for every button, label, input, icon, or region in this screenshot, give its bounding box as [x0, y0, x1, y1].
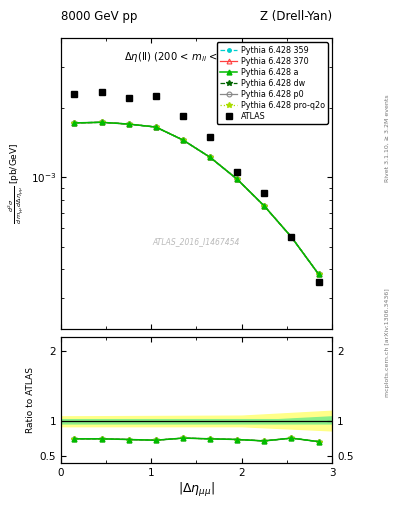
Pythia 6.428 370	[289, 234, 294, 240]
Line: Pythia 6.428 359: Pythia 6.428 359	[73, 121, 320, 276]
ATLAS	[126, 95, 131, 101]
ATLAS	[153, 93, 158, 99]
Line: Pythia 6.428 a: Pythia 6.428 a	[72, 120, 321, 276]
Line: Pythia 6.428 p0: Pythia 6.428 p0	[72, 120, 321, 276]
Pythia 6.428 a	[99, 119, 104, 125]
Text: 8000 GeV pp: 8000 GeV pp	[61, 10, 137, 23]
ATLAS	[289, 234, 294, 240]
ATLAS	[262, 190, 266, 197]
Pythia 6.428 dw	[208, 154, 212, 160]
Line: ATLAS: ATLAS	[72, 89, 321, 285]
ATLAS	[208, 134, 212, 140]
ATLAS	[235, 169, 239, 176]
Pythia 6.428 a	[153, 124, 158, 130]
Text: mcplots.cern.ch [arXiv:1306.3436]: mcplots.cern.ch [arXiv:1306.3436]	[385, 289, 389, 397]
Pythia 6.428 359	[262, 203, 266, 209]
Pythia 6.428 p0	[126, 121, 131, 127]
Line: Pythia 6.428 370: Pythia 6.428 370	[72, 120, 321, 276]
Pythia 6.428 359	[289, 234, 294, 240]
Pythia 6.428 pro-q2o	[72, 120, 77, 126]
Pythia 6.428 359	[316, 271, 321, 277]
Pythia 6.428 pro-q2o	[181, 137, 185, 143]
Text: Rivet 3.1.10, ≥ 3.2M events: Rivet 3.1.10, ≥ 3.2M events	[385, 94, 389, 182]
Pythia 6.428 p0	[316, 271, 321, 277]
Pythia 6.428 dw	[262, 203, 266, 209]
Pythia 6.428 370	[153, 124, 158, 130]
X-axis label: $|\Delta\eta_{\mu\mu}|$: $|\Delta\eta_{\mu\mu}|$	[178, 481, 215, 499]
Line: Pythia 6.428 dw: Pythia 6.428 dw	[72, 119, 321, 277]
Pythia 6.428 dw	[181, 137, 185, 143]
Pythia 6.428 370	[126, 121, 131, 127]
Pythia 6.428 a	[126, 121, 131, 127]
Pythia 6.428 p0	[72, 120, 77, 126]
Pythia 6.428 dw	[316, 271, 321, 277]
Pythia 6.428 pro-q2o	[235, 176, 239, 182]
Pythia 6.428 dw	[235, 176, 239, 182]
Pythia 6.428 370	[262, 203, 266, 209]
Pythia 6.428 dw	[289, 234, 294, 240]
Pythia 6.428 370	[208, 154, 212, 160]
Pythia 6.428 p0	[208, 154, 212, 160]
Pythia 6.428 p0	[153, 124, 158, 130]
Pythia 6.428 370	[72, 120, 77, 126]
Text: ATLAS_2016_I1467454: ATLAS_2016_I1467454	[153, 237, 240, 246]
Text: $\Delta\eta$(ll) (200 < $m_{ll}$ < 300 GeV): $\Delta\eta$(ll) (200 < $m_{ll}$ < 300 G…	[125, 50, 268, 64]
Text: Z (Drell-Yan): Z (Drell-Yan)	[260, 10, 332, 23]
Pythia 6.428 370	[181, 137, 185, 143]
Pythia 6.428 359	[99, 119, 104, 125]
Pythia 6.428 359	[126, 121, 131, 127]
Pythia 6.428 359	[153, 124, 158, 130]
Pythia 6.428 p0	[235, 176, 239, 182]
Pythia 6.428 dw	[153, 124, 158, 130]
Pythia 6.428 359	[235, 176, 239, 182]
Pythia 6.428 359	[208, 154, 212, 160]
ATLAS	[316, 279, 321, 285]
Pythia 6.428 a	[208, 154, 212, 160]
Pythia 6.428 pro-q2o	[262, 203, 266, 209]
Pythia 6.428 p0	[289, 234, 294, 240]
Pythia 6.428 pro-q2o	[208, 154, 212, 160]
Pythia 6.428 dw	[99, 119, 104, 125]
Pythia 6.428 a	[316, 271, 321, 277]
Pythia 6.428 a	[262, 203, 266, 209]
ATLAS	[99, 89, 104, 95]
Pythia 6.428 370	[99, 119, 104, 125]
Pythia 6.428 p0	[99, 119, 104, 125]
Pythia 6.428 a	[289, 234, 294, 240]
Pythia 6.428 p0	[262, 203, 266, 209]
Pythia 6.428 pro-q2o	[316, 271, 321, 277]
Pythia 6.428 pro-q2o	[153, 124, 158, 130]
Pythia 6.428 a	[72, 120, 77, 126]
Pythia 6.428 pro-q2o	[99, 119, 104, 125]
Pythia 6.428 359	[181, 137, 185, 143]
Pythia 6.428 pro-q2o	[289, 234, 294, 240]
ATLAS	[72, 91, 77, 97]
Pythia 6.428 359	[72, 120, 77, 126]
Line: Pythia 6.428 pro-q2o: Pythia 6.428 pro-q2o	[72, 119, 321, 277]
Y-axis label: Ratio to ATLAS: Ratio to ATLAS	[26, 367, 35, 433]
Y-axis label: $\frac{d^2\sigma}{d\,m_{\mu\mu}\,d\Delta\eta_{\mu\mu}}$ [pb/GeV]: $\frac{d^2\sigma}{d\,m_{\mu\mu}\,d\Delta…	[7, 143, 26, 224]
Pythia 6.428 dw	[72, 120, 77, 126]
Pythia 6.428 a	[235, 176, 239, 182]
ATLAS	[181, 113, 185, 119]
Legend: Pythia 6.428 359, Pythia 6.428 370, Pythia 6.428 a, Pythia 6.428 dw, Pythia 6.42: Pythia 6.428 359, Pythia 6.428 370, Pyth…	[217, 42, 328, 124]
Pythia 6.428 dw	[126, 121, 131, 127]
Pythia 6.428 a	[181, 137, 185, 143]
Pythia 6.428 pro-q2o	[126, 121, 131, 127]
Pythia 6.428 370	[235, 176, 239, 182]
Pythia 6.428 p0	[181, 137, 185, 143]
Pythia 6.428 370	[316, 271, 321, 277]
